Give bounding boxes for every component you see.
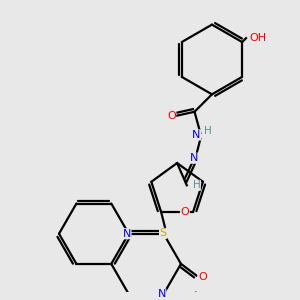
Text: O: O xyxy=(181,207,189,217)
Text: H: H xyxy=(204,126,212,136)
Text: O: O xyxy=(167,111,176,121)
Text: S: S xyxy=(160,228,167,239)
Text: N: N xyxy=(192,130,201,140)
Text: N: N xyxy=(123,229,131,239)
Text: N: N xyxy=(190,153,199,163)
Text: OH: OH xyxy=(249,33,266,43)
Text: H: H xyxy=(193,180,200,190)
Text: O: O xyxy=(198,272,207,282)
Text: N: N xyxy=(158,289,166,299)
